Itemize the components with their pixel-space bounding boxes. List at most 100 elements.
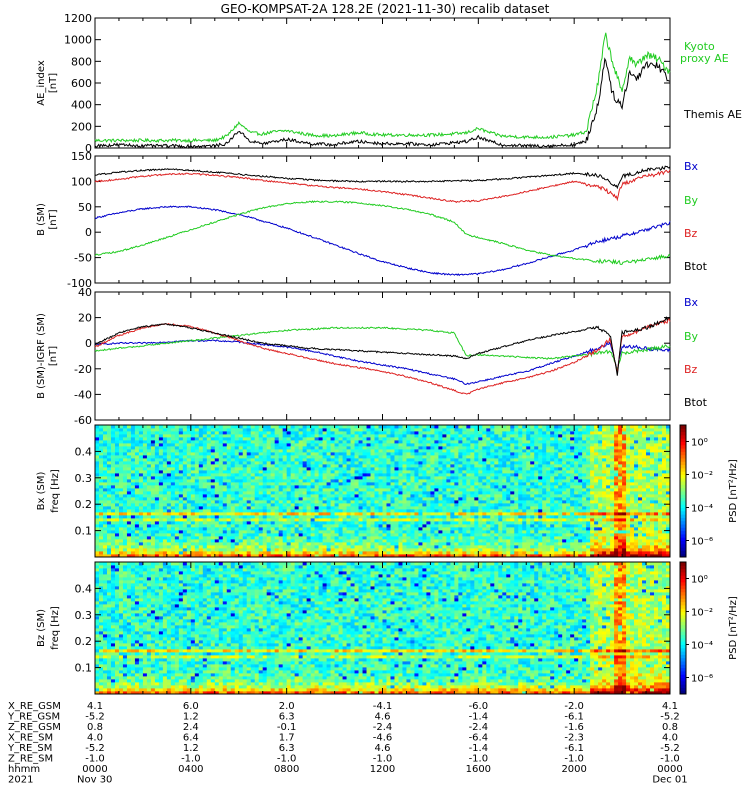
spectrogram-cell — [238, 473, 244, 477]
spectrogram-cell — [358, 494, 363, 498]
spectrogram-cell — [466, 530, 471, 534]
spectrogram-cell — [210, 503, 216, 507]
y-axis-label: B (SM)-IGRF (SM) — [36, 313, 47, 399]
spectrogram-cell — [142, 452, 148, 456]
spectrogram-cell — [278, 440, 284, 444]
spectrogram-cell — [354, 467, 359, 471]
spectrogram-cell — [266, 491, 272, 495]
spectrogram-cell — [434, 518, 439, 522]
spectrogram-cell — [266, 545, 272, 549]
spectrogram-cell — [210, 533, 216, 537]
y-tick-label: -40 — [74, 388, 92, 401]
spectrogram-cell — [446, 527, 451, 531]
spectrogram-cell — [346, 533, 351, 537]
spectrogram-cell — [214, 482, 220, 486]
spectrogram-cell — [318, 464, 323, 468]
spectrogram-cell — [278, 542, 284, 546]
spectrogram-cell — [170, 425, 176, 429]
spectrogram-cell — [258, 509, 264, 513]
spectrogram-cell — [382, 518, 387, 522]
spectrogram-cell — [450, 554, 455, 558]
spectrogram-cell — [150, 539, 156, 543]
spectrogram-cell — [374, 509, 379, 513]
spectrogram-cell — [178, 527, 184, 531]
spectrogram-cell — [510, 428, 515, 432]
spectrogram-cell — [262, 518, 268, 522]
spectrogram-cell — [162, 554, 168, 558]
spectrogram-cell — [442, 524, 447, 528]
spectrogram-cell — [250, 527, 256, 531]
spectrogram-cell — [206, 431, 212, 435]
spectrogram-cell — [482, 488, 487, 492]
spectrogram-cell — [178, 509, 184, 513]
spectrogram-cell — [466, 452, 471, 456]
spectrogram-cell — [230, 503, 236, 507]
spectrogram-cell — [182, 476, 188, 480]
spectrogram-cell — [182, 500, 188, 504]
spectrogram-cell — [362, 530, 367, 534]
spectrogram-cell — [298, 521, 304, 525]
spectrogram-cell — [158, 443, 164, 447]
spectrogram-cell — [514, 527, 519, 531]
spectrogram-cell — [458, 455, 463, 459]
spectrogram-cell — [290, 461, 296, 465]
spectrogram-cell — [506, 512, 511, 516]
spectrogram-cell — [178, 425, 184, 429]
spectrogram-cell — [370, 467, 375, 471]
spectrogram-cell — [386, 521, 391, 525]
spectrogram-cell — [310, 521, 316, 525]
spectrogram-cell — [158, 467, 164, 471]
spectrogram-cell — [194, 455, 200, 459]
spectrogram-cell — [138, 539, 144, 543]
spectrogram-cell — [418, 521, 423, 525]
spectrogram-cell — [250, 482, 256, 486]
spectrogram-cell — [190, 443, 196, 447]
spectrogram-cell — [310, 473, 316, 477]
spectrogram-cell — [326, 542, 331, 546]
spectrogram-cell — [406, 545, 411, 549]
spectrogram-cell — [290, 449, 296, 453]
spectrogram-cell — [410, 551, 415, 555]
spectrogram-cell — [314, 434, 320, 438]
spectrogram-cell — [130, 434, 136, 438]
spectrogram-cell — [326, 548, 331, 552]
spectrogram-cell — [286, 542, 292, 546]
spectrogram-cell — [130, 539, 136, 543]
spectrogram-cell — [430, 449, 435, 453]
spectrogram-cell — [194, 527, 200, 531]
spectrogram-cell — [418, 443, 423, 447]
spectrogram-cell — [346, 467, 351, 471]
spectrogram-cell — [122, 467, 128, 471]
spectrogram-cell — [514, 506, 519, 510]
spectrogram-cell — [174, 506, 180, 510]
spectrogram-cell — [386, 485, 391, 489]
spectrogram-cell — [410, 476, 415, 480]
spectrogram-cell — [106, 548, 112, 552]
spectrogram-cell — [158, 536, 164, 540]
spectrogram-cell — [258, 527, 264, 531]
spectrogram-cell — [150, 536, 156, 540]
spectrogram-cell — [122, 476, 128, 480]
spectrogram-cell — [294, 491, 300, 495]
spectrogram-cell — [190, 539, 196, 543]
spectrogram-cell — [362, 425, 367, 429]
spectrogram-cell — [262, 455, 268, 459]
spectrogram-cell — [418, 512, 423, 516]
spectrogram-cell — [170, 548, 176, 552]
spectrogram-cell — [166, 431, 172, 435]
spectrogram-cell — [430, 509, 435, 513]
spectrogram-cell — [394, 539, 399, 543]
spectrogram-cell — [158, 512, 164, 516]
spectrogram-cell — [154, 425, 160, 429]
spectrogram-cell — [450, 449, 455, 453]
spectrogram-cell — [422, 509, 427, 513]
spectrogram-cell — [454, 521, 459, 525]
spectrogram-cell — [438, 497, 443, 501]
spectrogram-cell — [382, 470, 387, 474]
spectrogram-cell — [390, 539, 395, 543]
spectrogram-cell — [370, 524, 375, 528]
spectrogram-cell — [434, 431, 439, 435]
spectrogram-cell — [95, 461, 100, 465]
spectrogram-cell — [514, 476, 519, 480]
